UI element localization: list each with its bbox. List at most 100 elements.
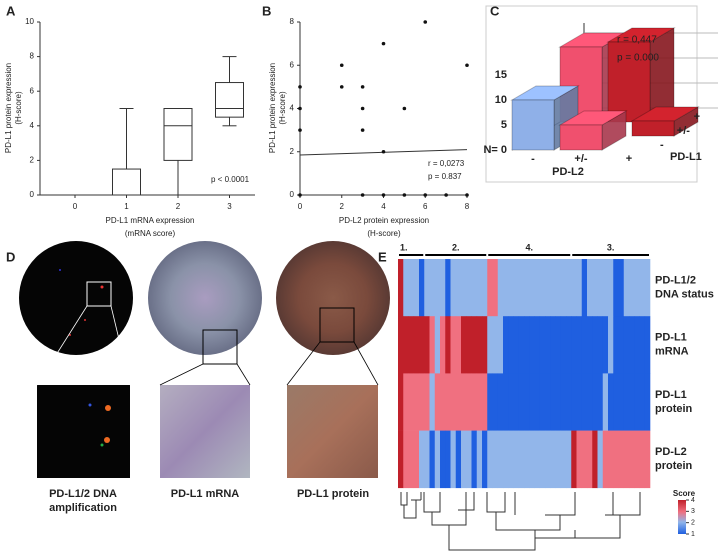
heatmap-cell — [508, 430, 514, 489]
heatmap-cell — [550, 259, 556, 317]
row-label: DNA status — [655, 289, 714, 301]
caption: amplification — [49, 502, 117, 514]
heatmap-cell — [602, 430, 609, 489]
y-axis-label: PD-L1 protein expression — [4, 63, 13, 153]
panel-label: B — [262, 3, 271, 18]
bar — [631, 120, 675, 137]
cluster-label: 4. — [525, 242, 533, 252]
heatmap-cell — [398, 316, 404, 374]
heatmap-cell — [492, 316, 499, 374]
heatmap-cell — [476, 430, 483, 489]
heatmap-cell — [487, 430, 493, 489]
x-axis-label: (H-score) — [367, 229, 401, 238]
heatmap-cell — [429, 259, 436, 317]
heatmap-cell — [419, 373, 425, 431]
y-tick-label: 6 — [30, 86, 35, 95]
y-tick-label: 8 — [30, 52, 35, 61]
point — [298, 193, 302, 197]
heatmap-cell — [581, 259, 588, 317]
heatmap-cell — [545, 316, 551, 374]
x-tick-label: 0 — [298, 202, 303, 211]
heatmap-cell — [513, 316, 520, 374]
heatmap-cell — [629, 373, 635, 431]
heatmap-cell — [518, 316, 525, 374]
heatmap-cell — [539, 373, 546, 431]
heatmap-cell — [419, 430, 425, 489]
y-tick-label: 10 — [495, 94, 507, 106]
heatmap-cell — [434, 373, 441, 431]
row-label: mRNA — [655, 346, 689, 358]
heatmap-cell — [408, 259, 415, 317]
annotation: r = 0,0273 — [428, 159, 465, 168]
heatmap-cell — [508, 259, 514, 317]
heatmap-cell — [434, 259, 441, 317]
heatmap-cell — [503, 373, 509, 431]
heatmap-cell — [639, 316, 646, 374]
heatmap-cell — [550, 430, 556, 489]
heatmap-cell — [408, 430, 415, 489]
heatmap-cell — [550, 316, 556, 374]
bar — [607, 41, 651, 123]
heatmap-cell — [555, 316, 562, 374]
heatmap-cell — [471, 259, 478, 317]
heatmap-cell — [429, 430, 436, 489]
heatmap-cell — [597, 430, 604, 489]
heatmap-cell — [461, 430, 467, 489]
legend-label: +/- — [677, 125, 690, 137]
heatmap-cell — [629, 259, 635, 317]
heatmap-cell — [413, 430, 420, 489]
heatmap-cell — [503, 259, 509, 317]
heatmap-cell — [403, 373, 409, 431]
x-axis-label: (mRNA score) — [125, 229, 176, 238]
point — [423, 20, 428, 24]
heatmap-cell — [482, 430, 488, 489]
heatmap-cell — [455, 316, 462, 374]
heatmap-cell — [613, 259, 619, 317]
point — [381, 149, 386, 154]
heatmap-cell — [534, 430, 541, 489]
heatmap-cell — [608, 373, 614, 431]
heatmap-cell — [518, 259, 525, 317]
heatmap-cell — [613, 316, 619, 374]
point — [298, 106, 302, 111]
heatmap-cell — [602, 259, 609, 317]
y-tick-label: 2 — [30, 156, 35, 165]
heatmap-cell — [560, 430, 567, 489]
heatmap-cell — [476, 316, 483, 374]
heatmap-cell — [403, 430, 409, 489]
heatmap-cell — [408, 373, 415, 431]
heatmap-cell — [445, 373, 451, 431]
heatmap-cell — [440, 259, 446, 317]
box — [112, 168, 141, 196]
heatmap-cell — [398, 430, 404, 489]
heatmap-cell — [602, 373, 609, 431]
y-axis-label: (H-score) — [14, 91, 23, 125]
y-tick-label: 0 — [290, 190, 295, 199]
heatmap-cell — [618, 373, 625, 431]
heatmap-cell — [566, 259, 572, 317]
heatmap-cell — [513, 373, 520, 431]
heatmap-cell — [576, 259, 583, 317]
y-tick-label: 4 — [30, 121, 35, 130]
legend-title: Score — [673, 489, 696, 498]
row-label: PD-L1 — [655, 389, 687, 401]
heatmap-cell — [497, 259, 504, 317]
heatmap-cell — [455, 259, 462, 317]
heatmap-cell — [476, 373, 483, 431]
heatmap-cell — [623, 316, 630, 374]
heatmap-cell — [629, 316, 635, 374]
heatmap-cell — [455, 373, 462, 431]
heatmap-cell — [539, 430, 546, 489]
heatmap-cell — [508, 373, 514, 431]
heatmap-cell — [492, 430, 499, 489]
point — [402, 106, 407, 111]
row-label: protein — [655, 460, 693, 472]
heatmap-cell — [618, 316, 625, 374]
heatmap-cell — [539, 316, 546, 374]
caption: PD-L1 protein — [297, 488, 369, 500]
legend-tick-label: 2 — [691, 520, 695, 527]
dendrogram — [400, 492, 641, 551]
heatmap-cell — [445, 259, 451, 317]
heatmap-cell — [629, 430, 635, 489]
